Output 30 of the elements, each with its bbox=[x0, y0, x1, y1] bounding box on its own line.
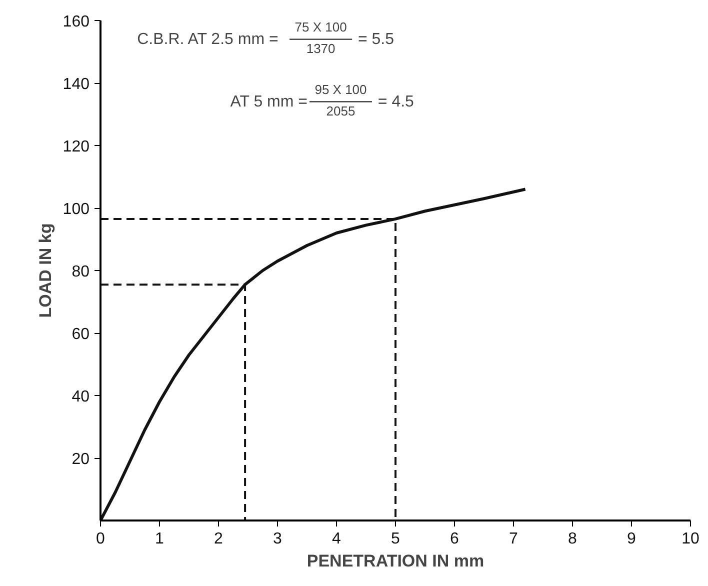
annotation: C.B.R. AT 2.5 mm = bbox=[137, 30, 278, 48]
x-tick-label: 6 bbox=[450, 530, 460, 548]
y-tick-label: 80 bbox=[72, 264, 90, 280]
y-tick-label: 160 bbox=[62, 14, 90, 30]
annotation: 95 X 100 bbox=[314, 82, 367, 98]
x-tick-label: 9 bbox=[627, 530, 636, 548]
y-tick-label: 20 bbox=[72, 451, 90, 468]
y-tick-label: 100 bbox=[62, 201, 90, 218]
annotation: = 4.5 bbox=[378, 93, 414, 110]
x-axis-title: PENETRATION IN mm bbox=[306, 552, 484, 570]
x-tick-label: 7 bbox=[509, 530, 518, 548]
y-tick-label: 60 bbox=[72, 326, 90, 343]
annotation: AT 5 mm = bbox=[230, 93, 308, 110]
x-tick-label: 2 bbox=[214, 530, 224, 548]
x-tick-label: 3 bbox=[273, 530, 282, 548]
x-tick-label: 8 bbox=[568, 530, 578, 548]
line-series bbox=[100, 188, 527, 520]
x-tick-label: 5 bbox=[391, 530, 400, 548]
y-tick-label: 140 bbox=[62, 76, 90, 93]
annotation: 2055 bbox=[326, 103, 356, 118]
annotation: 1370 bbox=[306, 40, 336, 56]
x-tick-label: 4 bbox=[332, 530, 342, 548]
annotation: = 5.5 bbox=[358, 30, 394, 48]
x-tick-label: 10 bbox=[682, 530, 700, 548]
annotation: 75 X 100 bbox=[294, 20, 347, 35]
y-axis-title: LOAD IN kg bbox=[36, 223, 55, 318]
y-tick-label: 40 bbox=[72, 388, 90, 406]
x-tick-label: 0 bbox=[96, 530, 106, 548]
y-tick-label: 120 bbox=[62, 138, 90, 156]
x-tick-label: 1 bbox=[155, 530, 164, 548]
